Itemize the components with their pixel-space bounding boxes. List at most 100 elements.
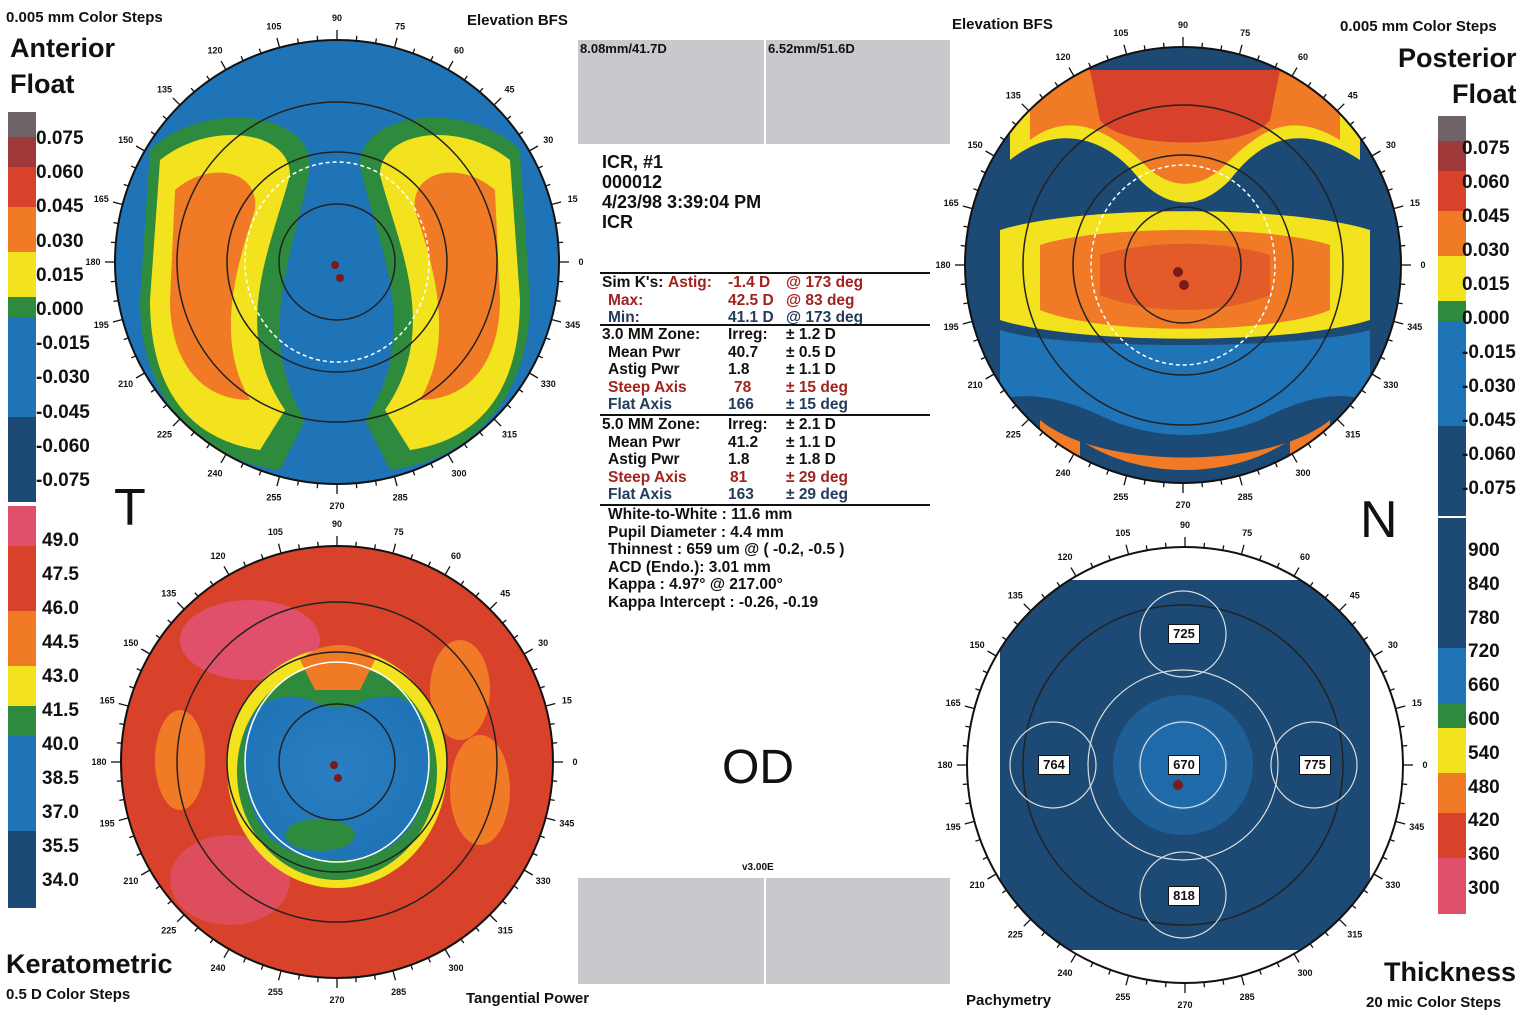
dial-tick [243,561,247,567]
dial-tick [1293,953,1300,963]
dial-tick [513,634,519,639]
dial-tick [1361,136,1367,141]
dial-label: 150 [118,135,133,145]
dial-tick [1011,404,1017,409]
dial-tick [297,544,301,550]
scale-label: 41.5 [42,700,79,721]
dial-tick [1021,418,1030,427]
dial-tick [1068,453,1075,463]
dial-tick [1039,93,1044,99]
dial-tick [135,372,146,379]
dial-tick [523,648,534,655]
dial-tick [963,302,969,305]
scale-label: -0.030 [1462,376,1516,397]
dial-label: 195 [944,322,959,332]
thickness-title: Thickness [1384,957,1517,987]
dial-tick [1013,621,1019,626]
scale-label: -0.060 [36,435,90,457]
dial-label: 0 [1422,760,1427,770]
dial-label: 30 [1386,140,1396,150]
bottom-panel [578,878,950,984]
dial-label: 240 [1055,468,1070,478]
dial-tick [1238,44,1243,55]
dial-tick [999,136,1005,141]
dial-tick [1351,621,1357,626]
dial-tick [140,648,151,655]
dial-tick [493,97,502,106]
dial-tick [1258,969,1262,975]
dial-label: 30 [543,135,553,145]
thinnest-point: Thinnest : 659 um @ ( -0.2, -0.5 ) [608,541,845,559]
scale-label: 34.0 [42,870,79,891]
dial-tick [1336,418,1345,427]
dial-label: 225 [1008,930,1023,940]
dial-tick [964,705,975,710]
scale-label: 0.000 [36,299,84,320]
dial-tick [393,37,398,48]
dial-tick [410,554,414,560]
dial-tick [965,802,971,805]
dial-label: 225 [1006,430,1021,440]
dial-tick [150,131,156,136]
version-label: v3.00E [742,862,774,873]
dial-tick [1145,979,1148,985]
dial-tick [1291,67,1298,77]
dial-tick [129,835,135,839]
zone5-irreg-value: ± 2.1 D [786,416,836,433]
dial-tick [258,48,262,54]
dial-label: 315 [1345,430,1360,440]
dial-tick [545,183,551,187]
dial-label: 330 [1383,380,1398,390]
pachymetry-caption: Pachymetry [966,992,1052,1009]
dial-tick [296,480,300,486]
dial-label: 30 [1388,640,1398,650]
dial-tick [502,619,507,624]
scale-label: 0.060 [36,162,84,184]
zone3-mean-value: 40.7 [728,343,759,361]
dial-tick [463,75,468,81]
dial-tick [176,914,185,923]
dial-tick [1143,479,1146,485]
dial-tick [1023,603,1032,612]
scale-label: 0.015 [36,264,84,286]
dial-tick [1056,581,1061,587]
scale-label: -0.015 [1462,342,1516,363]
scale-label: 43.0 [42,666,79,687]
pachy-center: 670 [1168,755,1200,775]
dial-tick [1351,904,1357,909]
dial-tick [506,404,512,409]
posterior-float-title: Float [1452,79,1517,109]
dial-tick [1145,545,1148,551]
zone3-astig-pm: ± 1.1 D [786,361,836,379]
dial-tick [392,543,397,554]
dial-tick [130,165,137,169]
dial-tick [447,60,454,71]
dial-tick [190,431,195,437]
dial-tick [1373,873,1383,880]
dial-tick [1309,943,1314,949]
dial-tick [374,480,378,486]
dial-tick [1395,705,1406,710]
simk-block: Sim K's: Astig: -1.4 D @ 173 deg Max: 42.5 D… [600,274,930,327]
dial-tick [1276,562,1280,568]
dial-tick [1070,567,1077,577]
thickness-color-steps: 20 mic Color Steps [1366,994,1502,1011]
dial-tick [479,431,484,437]
dial-tick [277,543,282,554]
dial-tick [962,205,973,210]
dial-tick [545,817,556,822]
dial-tick [1324,931,1329,937]
dial-tick [167,619,172,624]
divider [600,414,930,416]
anterior-float-title: Float [10,69,75,99]
dial-tick [1108,555,1112,561]
dial-tick [1309,581,1314,587]
dial-tick [1395,820,1406,825]
scale-label: 49.0 [42,530,79,551]
zone3-astig-value: 1.8 [728,361,750,379]
dial-tick [463,443,468,449]
dial-tick [194,927,199,932]
dial-tick [1125,975,1130,986]
dial-label: 315 [1347,930,1362,940]
dial-tick [112,318,123,323]
